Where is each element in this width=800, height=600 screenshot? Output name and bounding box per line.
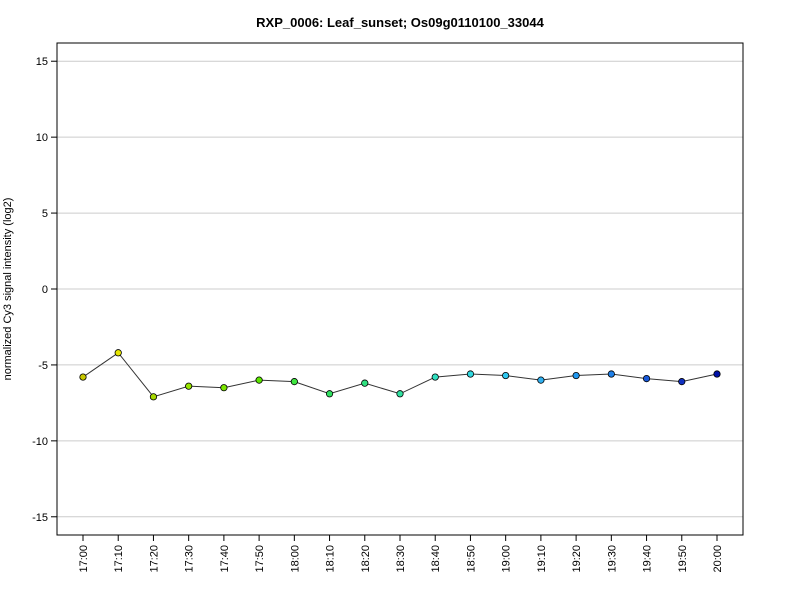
data-point bbox=[466, 370, 475, 378]
x-tick-label: 17:50 bbox=[254, 545, 266, 573]
data-point bbox=[607, 370, 615, 378]
data-point bbox=[255, 376, 263, 384]
data-point bbox=[79, 373, 87, 381]
data-point bbox=[642, 374, 651, 383]
x-tick-label: 18:20 bbox=[360, 545, 372, 573]
y-tick-label: 15 bbox=[36, 56, 48, 68]
x-tick-label: 17:30 bbox=[184, 545, 196, 573]
y-axis-label: normalized Cy3 signal intensity (log2) bbox=[2, 198, 14, 381]
x-tick-label: 18:30 bbox=[395, 545, 407, 573]
y-tick-label: 10 bbox=[36, 132, 48, 144]
data-point bbox=[325, 390, 334, 398]
data-point bbox=[396, 390, 404, 398]
x-axis: 17:00 17:10 17:20 17:30 17:40 17:50 18:00 18:10… bbox=[78, 535, 724, 573]
y-axis: -15 -10 -5 0 5 10 15 bbox=[32, 56, 57, 524]
x-tick-label: 19:00 bbox=[501, 545, 513, 573]
x-tick-label: 19:30 bbox=[606, 545, 618, 573]
data-point bbox=[713, 370, 721, 378]
x-tick-label: 18:50 bbox=[465, 545, 477, 573]
grid-lines bbox=[57, 60, 743, 518]
x-tick-label: 17:40 bbox=[219, 545, 231, 573]
x-tick-label: 20:00 bbox=[712, 545, 724, 573]
data-point bbox=[149, 393, 158, 401]
data-point bbox=[572, 371, 580, 380]
x-tick-label: 17:10 bbox=[113, 545, 125, 573]
y-tick-label: -10 bbox=[32, 436, 48, 448]
x-tick-label: 19:50 bbox=[677, 545, 689, 573]
x-tick-label: 17:00 bbox=[78, 545, 90, 573]
data-point bbox=[361, 379, 369, 387]
data-point bbox=[502, 371, 510, 380]
data-point bbox=[220, 384, 228, 392]
y-tick-label: 5 bbox=[42, 208, 48, 220]
data-point bbox=[290, 378, 298, 386]
x-tick-label: 19:40 bbox=[642, 545, 654, 573]
y-tick-label: -5 bbox=[38, 360, 48, 372]
data-point bbox=[114, 349, 122, 357]
x-tick-label: 17:20 bbox=[148, 545, 160, 573]
x-tick-label: 19:20 bbox=[571, 545, 583, 573]
chart-title: RXP_0006: Leaf_sunset; Os09g0110100_3304… bbox=[256, 15, 544, 30]
x-tick-label: 18:00 bbox=[289, 545, 301, 573]
x-tick-label: 19:10 bbox=[536, 545, 548, 573]
data-points bbox=[79, 349, 721, 401]
data-point bbox=[185, 382, 193, 390]
x-tick-label: 18:40 bbox=[430, 545, 442, 573]
data-point bbox=[537, 376, 545, 384]
y-tick-label: 0 bbox=[42, 284, 48, 296]
data-point bbox=[678, 378, 686, 386]
x-tick-label: 18:10 bbox=[325, 545, 337, 573]
data-point bbox=[431, 373, 439, 381]
y-tick-label: -15 bbox=[32, 512, 48, 524]
